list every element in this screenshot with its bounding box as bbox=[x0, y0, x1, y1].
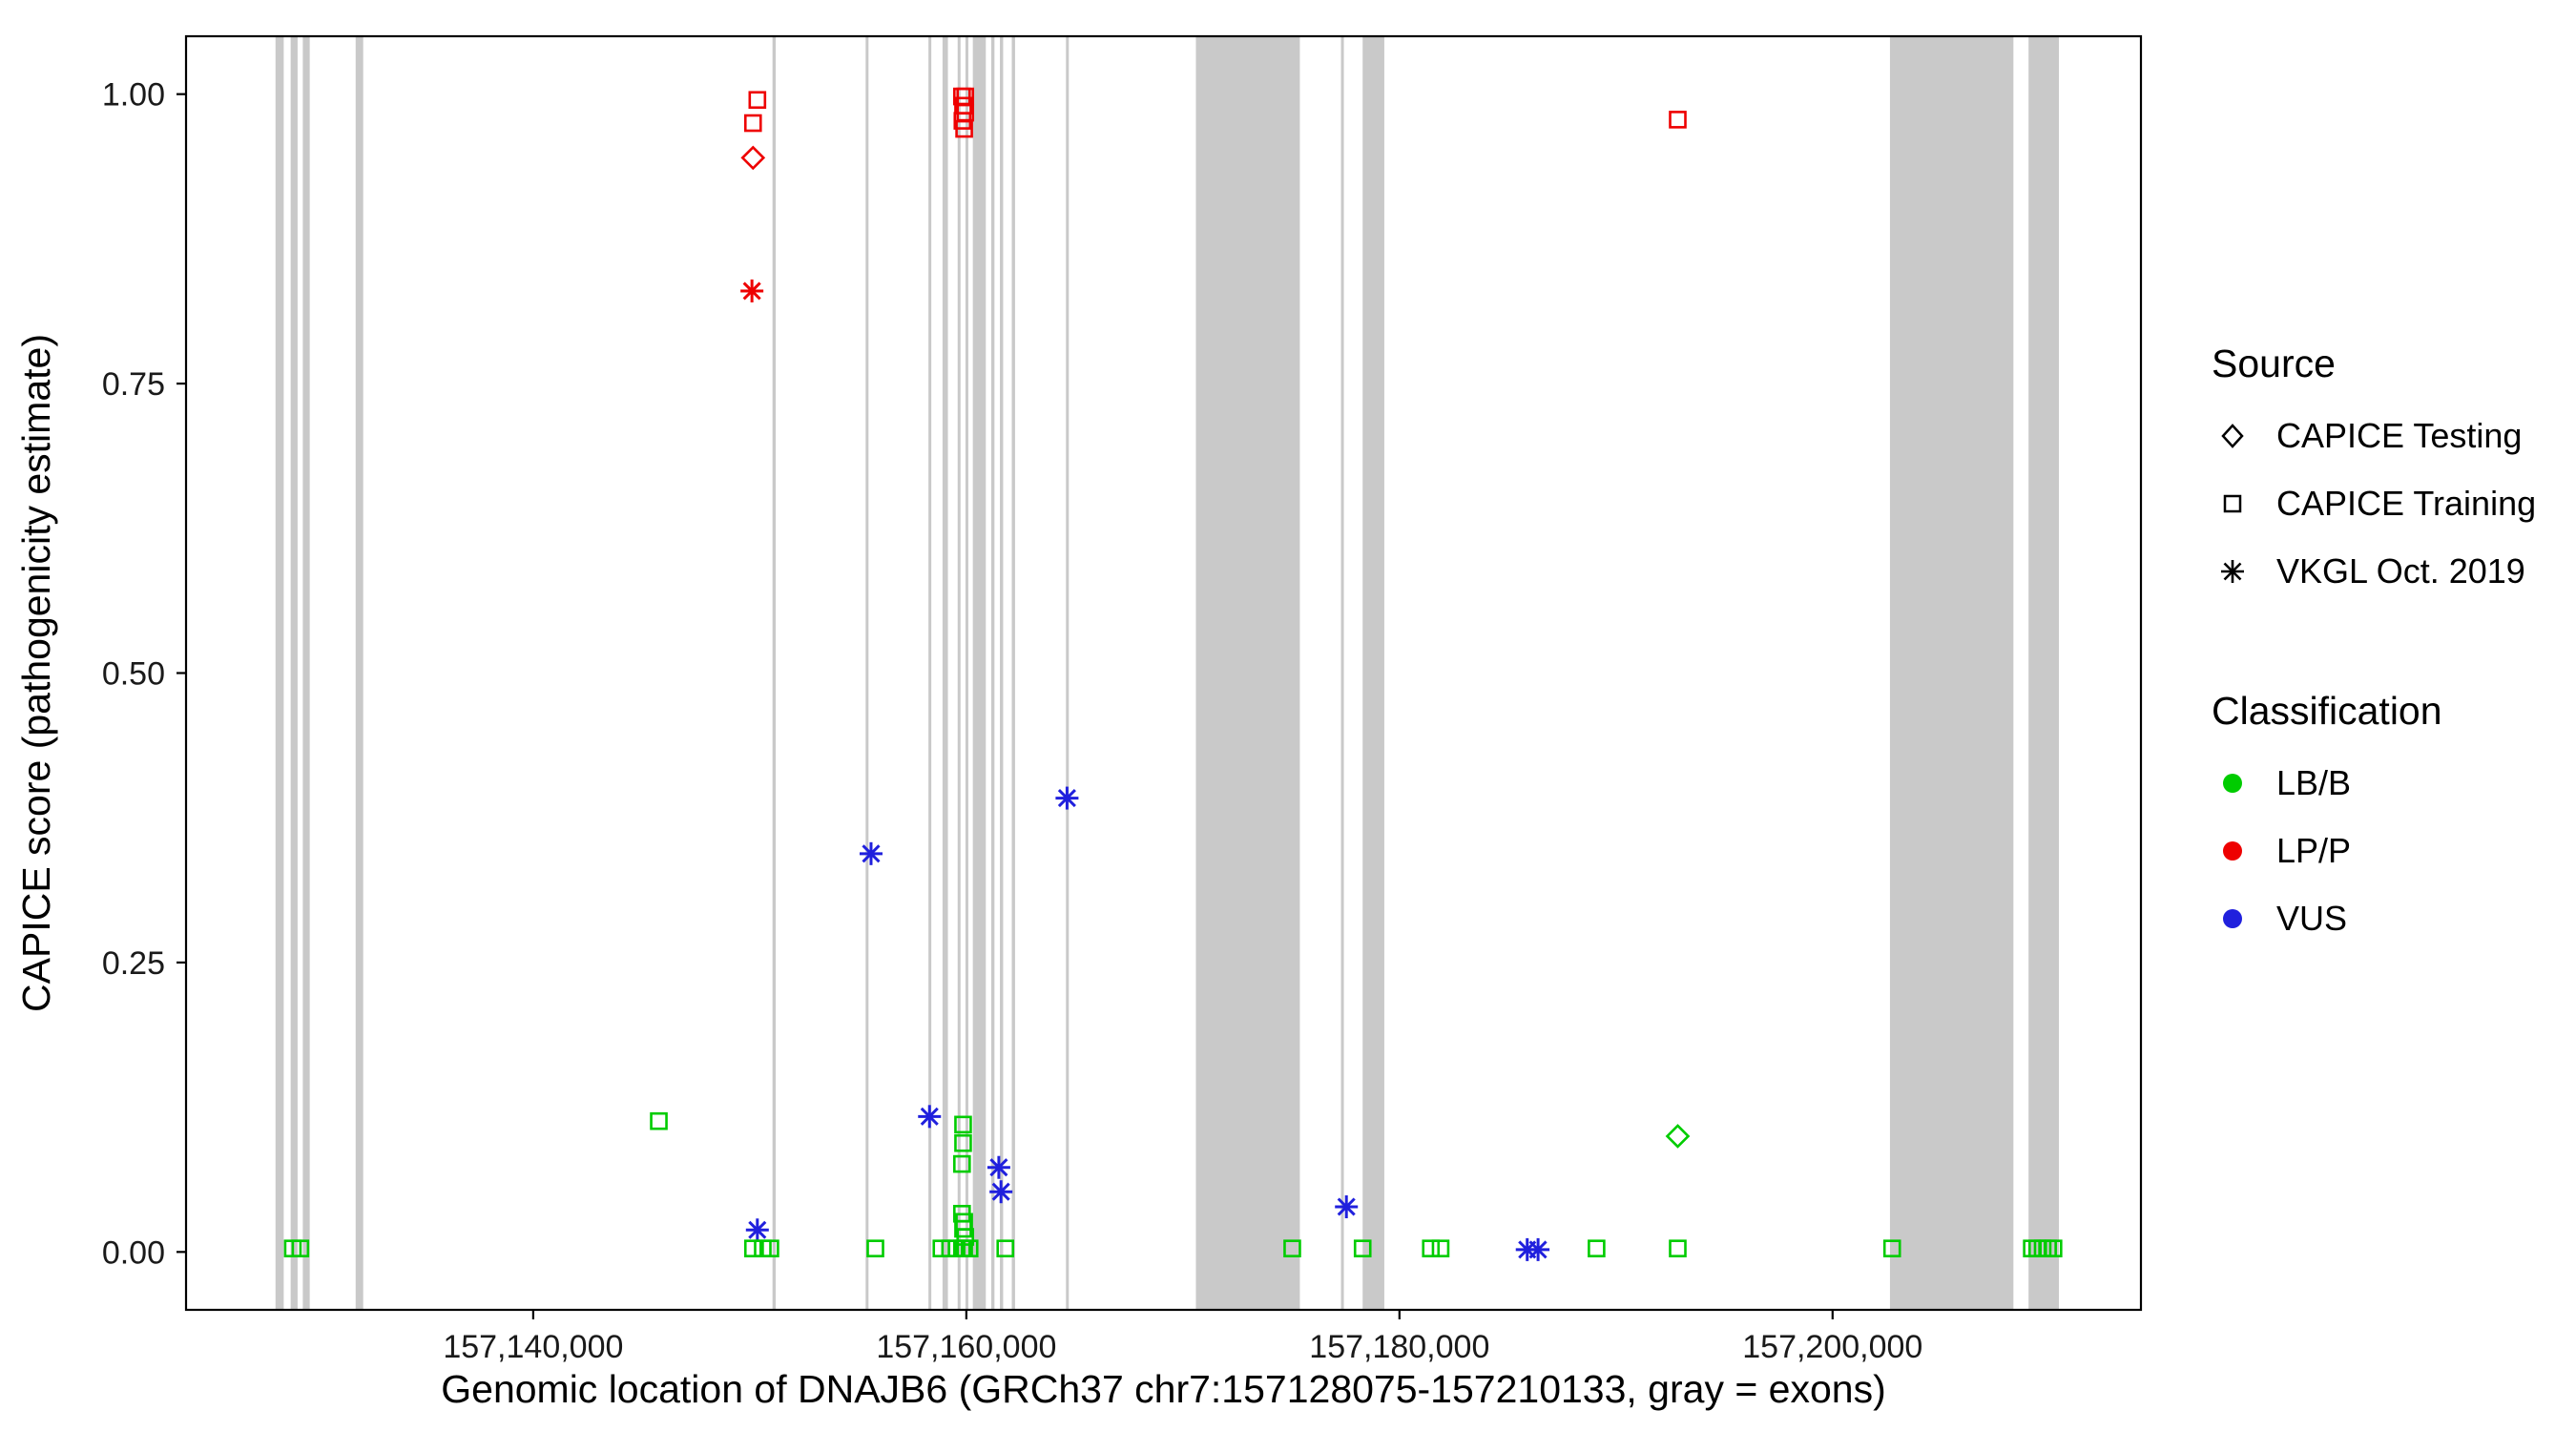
diamond-icon bbox=[2212, 415, 2254, 457]
red-dot-icon bbox=[2223, 840, 2242, 861]
legend-item-label: LB/B bbox=[2276, 762, 2352, 802]
svg-text:157,160,000: 157,160,000 bbox=[876, 1329, 1056, 1365]
legend-item-label: LP/P bbox=[2276, 830, 2352, 870]
legend-item-label: CAPICE Testing bbox=[2276, 415, 2523, 455]
svg-text:Genomic location of DNAJB6 (GR: Genomic location of DNAJB6 (GRCh37 chr7:… bbox=[441, 1367, 1885, 1411]
legend-item-label: VUS bbox=[2276, 898, 2348, 938]
blue-dot-icon bbox=[2223, 908, 2242, 928]
green-dot-icon bbox=[2223, 773, 2242, 793]
legend-item-vkgl: VKGL Oct. 2019 bbox=[2212, 537, 2536, 605]
legend-item-capice-training: CAPICE Training bbox=[2212, 469, 2536, 537]
legend-item-label: VKGL Oct. 2019 bbox=[2276, 550, 2525, 591]
svg-text:157,180,000: 157,180,000 bbox=[1309, 1329, 1489, 1365]
asterisk-icon bbox=[2212, 550, 2254, 592]
legend-item-label: CAPICE Training bbox=[2276, 483, 2537, 523]
svg-text:157,200,000: 157,200,000 bbox=[1742, 1329, 1922, 1365]
square-icon bbox=[2212, 483, 2254, 525]
svg-text:0.25: 0.25 bbox=[102, 945, 165, 982]
legend-item-lpp: LP/P bbox=[2212, 817, 2536, 884]
legend-source-title: Source bbox=[2212, 342, 2336, 385]
plot-legend: Source CAPICE Testing CAPICE Training bbox=[2212, 342, 2536, 952]
svg-text:1.00: 1.00 bbox=[102, 77, 165, 114]
legend-spacer bbox=[2212, 605, 2536, 689]
svg-text:157,140,000: 157,140,000 bbox=[443, 1329, 623, 1365]
legend-classification-title: Classification bbox=[2212, 689, 2442, 733]
svg-text:0.75: 0.75 bbox=[102, 366, 165, 403]
svg-text:0.50: 0.50 bbox=[102, 656, 165, 693]
svg-text:CAPICE score (pathogenicity es: CAPICE score (pathogenicity estimate) bbox=[14, 334, 58, 1012]
svg-text:0.00: 0.00 bbox=[102, 1234, 165, 1271]
legend-item-capice-testing: CAPICE Testing bbox=[2212, 402, 2536, 469]
legend-item-lbb: LB/B bbox=[2212, 749, 2536, 817]
legend-item-vus: VUS bbox=[2212, 884, 2536, 952]
